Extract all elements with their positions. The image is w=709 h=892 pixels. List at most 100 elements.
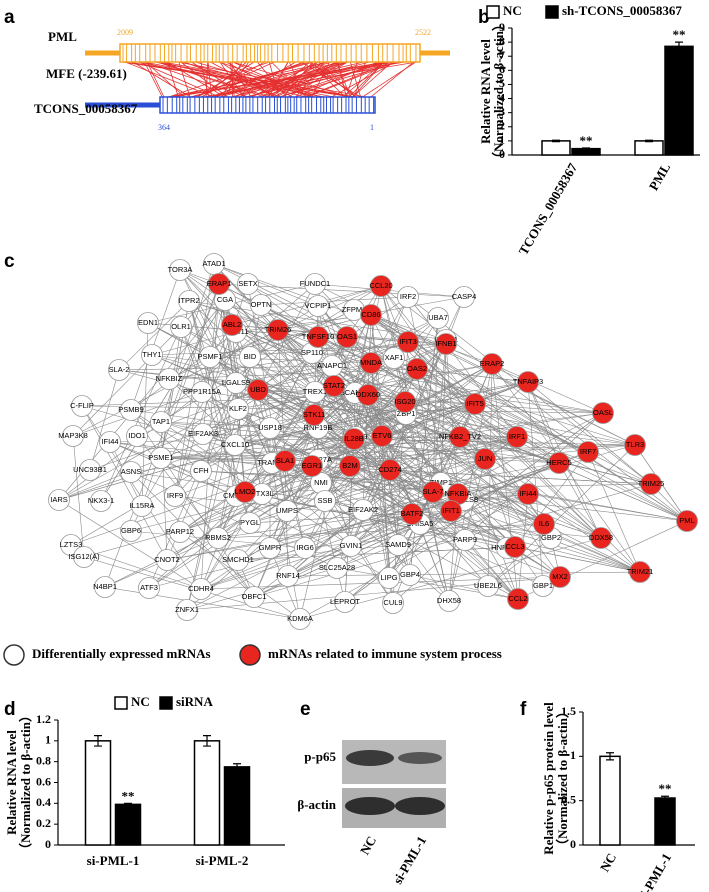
node-label: IFI44: [519, 489, 536, 498]
error-bar: [552, 139, 560, 143]
node-label: CCL3: [505, 542, 524, 551]
node: [397, 286, 419, 308]
pairing-line: [180, 61, 228, 98]
y-axis-label: （Normalized to β-actin）: [18, 709, 33, 856]
node-label: CFH: [193, 466, 208, 475]
edge: [231, 324, 383, 437]
node: [314, 490, 336, 512]
node: [304, 273, 326, 295]
x-tick-label: si-PML-1: [87, 853, 140, 868]
node-label: ABL2: [223, 320, 241, 329]
pairing-line: [337, 61, 347, 98]
node: [190, 460, 212, 482]
node-label: IRF9: [167, 491, 183, 500]
node-label: PSMF1: [197, 352, 222, 361]
node: [394, 391, 416, 413]
bar: [664, 45, 694, 156]
node-label: ERAP1: [207, 279, 232, 288]
node: [640, 473, 662, 495]
pairing-line: [167, 61, 406, 98]
node-label: TNFAIP3: [513, 377, 543, 386]
bar: [599, 755, 621, 846]
legend-swatch: [545, 5, 559, 19]
legend-label: sh-TCONS_00058367: [562, 3, 682, 18]
error-bar: [233, 763, 241, 771]
node-label: PYGL: [240, 518, 260, 527]
node: [169, 521, 191, 543]
y-tick-label: 0: [499, 147, 505, 161]
legend-swatch: [159, 696, 173, 710]
node-label: STK11: [303, 410, 325, 419]
node-label: KDM6A: [287, 614, 313, 623]
pairing-line: [207, 61, 212, 98]
node-label: TOR3A: [168, 265, 193, 274]
node-label: THY1: [142, 350, 161, 359]
edge: [104, 586, 301, 620]
node-label: TREX1: [303, 387, 327, 396]
node-label: GBP1: [533, 581, 553, 590]
node: [323, 375, 345, 397]
node: [464, 393, 486, 415]
node: [629, 561, 651, 583]
node-label: B2M: [342, 461, 357, 470]
significance: **: [122, 788, 135, 803]
edge: [349, 436, 518, 467]
node-label: XAF1: [385, 353, 404, 362]
y-tick-label: 7: [499, 48, 505, 62]
node: [449, 426, 471, 448]
edge: [419, 523, 561, 578]
node-label: EIF2AK3: [188, 429, 218, 438]
y-tick-label: 1.5: [561, 704, 576, 718]
edge: [317, 427, 352, 547]
node-label: UBD: [250, 385, 266, 394]
pairing-line: [304, 61, 392, 98]
node-label: SCAND1: [340, 388, 370, 397]
pairing-line: [300, 61, 361, 98]
edge: [317, 285, 382, 307]
edge: [72, 435, 85, 558]
node-label: PARP9: [453, 535, 477, 544]
node-label: MX2: [552, 572, 567, 581]
node: [73, 546, 95, 568]
node: [307, 326, 329, 348]
y-tick-label: 5: [499, 76, 505, 90]
legend-label: Differentially expressed mRNAs: [32, 646, 211, 661]
blot-band: [395, 797, 445, 815]
node-label: KLF2: [229, 404, 247, 413]
edge: [514, 546, 641, 573]
edge: [381, 435, 390, 579]
edge: [160, 421, 352, 547]
pairing-line: [128, 61, 352, 98]
node: [303, 404, 325, 426]
edge: [148, 547, 306, 589]
node-label: DTX3L: [250, 489, 273, 498]
node-label: USP18: [258, 423, 282, 432]
edge: [284, 401, 406, 462]
node: [120, 399, 142, 421]
edge: [514, 451, 589, 548]
node: [243, 586, 265, 608]
edge: [130, 482, 322, 532]
node: [141, 344, 163, 366]
node: [427, 307, 449, 329]
edge: [362, 509, 411, 576]
node-label: IFI44: [101, 437, 118, 446]
node-label: TLR3: [626, 440, 644, 449]
edge: [130, 409, 486, 460]
node: [126, 425, 148, 447]
pairing-line: [181, 61, 314, 98]
legend-label: mRNAs related to immune system process: [268, 646, 502, 661]
node-label: SLC25A28: [319, 563, 355, 572]
node-label: EGR1: [302, 461, 322, 470]
node: [506, 426, 528, 448]
error-bar: [606, 752, 614, 761]
node-label: LZTS3: [60, 540, 83, 549]
node-label: IRF1: [509, 432, 525, 441]
node: [340, 535, 362, 557]
bar: [634, 140, 664, 156]
node-label: ZNFX1: [175, 605, 199, 614]
pairing-line: [167, 61, 345, 98]
edge: [217, 493, 529, 539]
node-label: SLA-7: [423, 487, 444, 496]
edge: [130, 471, 255, 598]
